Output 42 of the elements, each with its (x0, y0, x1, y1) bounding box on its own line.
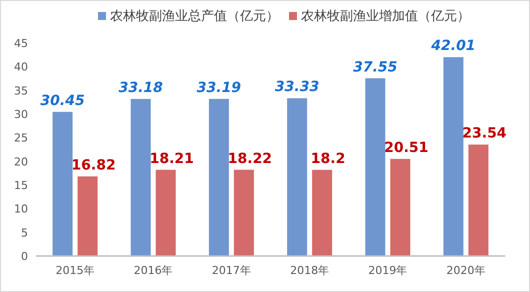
y-tick-label: 40 (14, 60, 28, 74)
legend-label: 农林牧副渔业增加值（亿元） (301, 9, 470, 24)
bar (52, 112, 73, 256)
x-tick-label: 2019年 (368, 264, 408, 277)
x-tick-label: 2018年 (290, 264, 330, 277)
data-label: 18.22 (228, 150, 272, 167)
data-label: 18.2 (310, 150, 346, 167)
bar (234, 170, 254, 256)
y-tick-label: 30 (14, 108, 28, 121)
bar (390, 158, 410, 256)
data-label: 42.01 (430, 38, 476, 54)
data-label: 16.82 (71, 157, 116, 174)
bar (468, 144, 488, 256)
y-tick-label: 10 (14, 202, 28, 216)
x-tick-label: 2016年 (134, 264, 173, 277)
bar (78, 176, 98, 256)
bar (287, 98, 308, 256)
data-label: 30.45 (40, 92, 85, 109)
y-tick-label: 25 (14, 132, 28, 145)
data-label: 33.18 (118, 80, 164, 96)
y-tick-label: 15 (14, 179, 28, 192)
bar (208, 98, 229, 256)
data-label: 33.19 (196, 80, 242, 96)
x-tick-label: 2015年 (56, 264, 95, 277)
y-tick-label: 45 (14, 37, 28, 50)
y-tick-label: 0 (21, 250, 28, 263)
bar (365, 78, 386, 256)
y-tick-label: 5 (21, 226, 28, 240)
bar (312, 170, 332, 256)
x-tick-label: 2020年 (446, 264, 486, 277)
y-tick-label: 35 (14, 84, 28, 98)
data-label: 23.54 (462, 126, 507, 142)
legend-label: 农林牧副渔业总产值（亿元） (110, 9, 279, 24)
data-label: 18.21 (150, 150, 194, 167)
bar (130, 98, 151, 256)
bar (156, 170, 176, 256)
x-tick-label: 2017年 (212, 264, 251, 277)
y-tick-label: 20 (14, 155, 28, 168)
data-label: 20.51 (384, 140, 428, 156)
data-label: 37.55 (353, 59, 398, 76)
data-label: 33.33 (274, 79, 320, 96)
bar (443, 57, 464, 256)
